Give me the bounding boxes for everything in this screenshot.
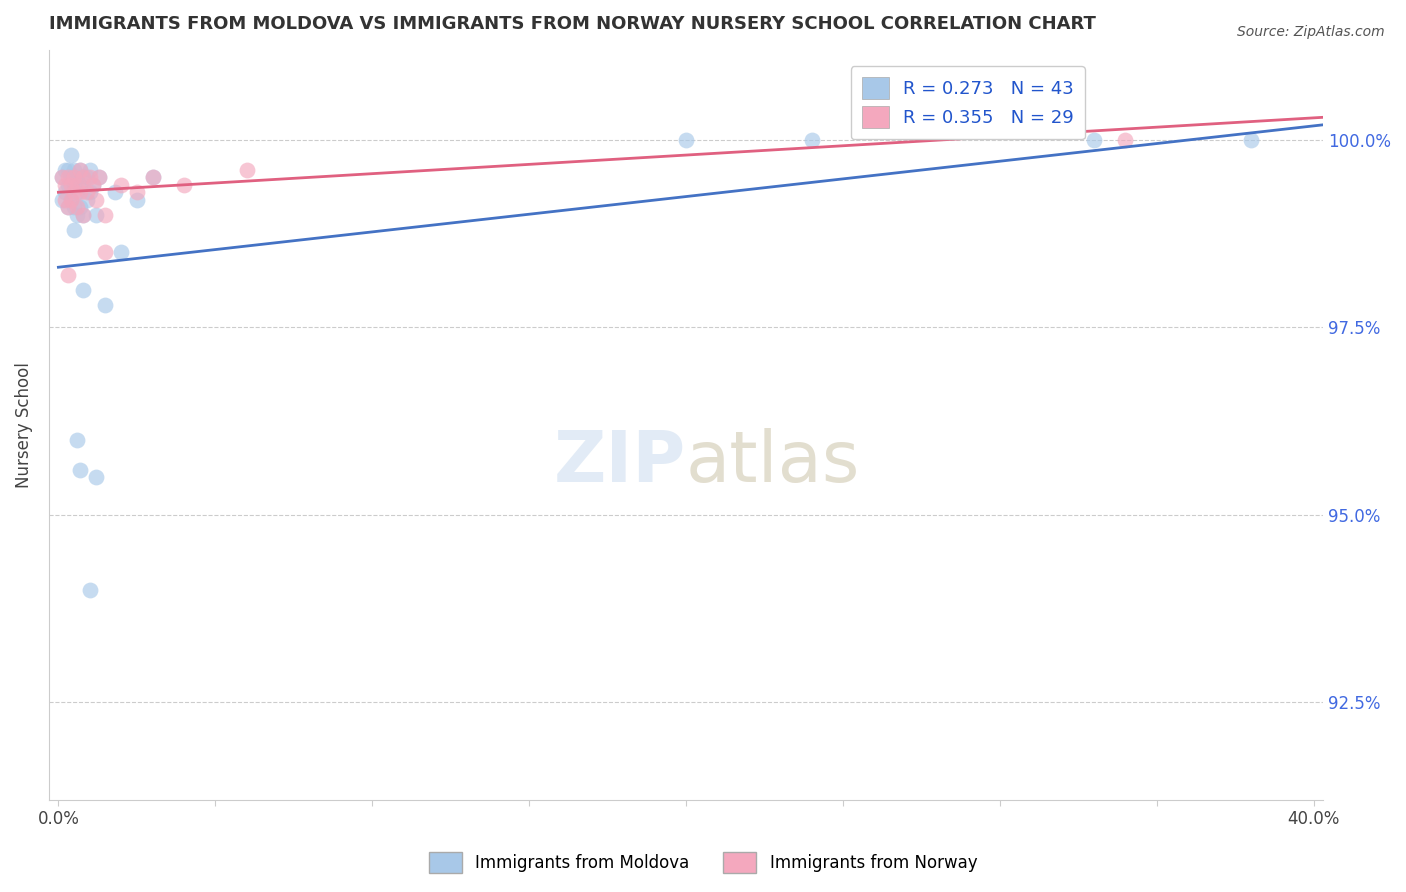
Point — [125, 193, 148, 207]
Point — [56, 200, 79, 214]
Point — [59, 178, 82, 192]
Point — [82, 178, 104, 192]
Point — [82, 178, 104, 192]
Point — [84, 208, 107, 222]
Point — [79, 186, 101, 200]
Text: atlas: atlas — [686, 427, 860, 497]
Legend: R = 0.273   N = 43, R = 0.355   N = 29: R = 0.273 N = 43, R = 0.355 N = 29 — [851, 66, 1085, 139]
Point — [69, 162, 91, 177]
Point — [72, 170, 94, 185]
Legend: Immigrants from Moldova, Immigrants from Norway: Immigrants from Moldova, Immigrants from… — [422, 846, 984, 880]
Point — [56, 200, 79, 214]
Point — [110, 245, 132, 260]
Point — [79, 162, 101, 177]
Point — [76, 186, 98, 200]
Point — [79, 582, 101, 597]
Point — [51, 193, 73, 207]
Point — [66, 178, 89, 192]
Point — [59, 193, 82, 207]
Point — [76, 193, 98, 207]
Y-axis label: Nursery School: Nursery School — [15, 362, 32, 488]
Point — [141, 170, 163, 185]
Point — [56, 162, 79, 177]
Point — [53, 162, 76, 177]
Point — [84, 193, 107, 207]
Point — [53, 178, 76, 192]
Point — [59, 193, 82, 207]
Point — [94, 298, 117, 312]
Point — [63, 178, 86, 192]
Point — [110, 178, 132, 192]
Point — [72, 208, 94, 222]
Point — [1240, 133, 1263, 147]
Point — [72, 170, 94, 185]
Text: IMMIGRANTS FROM MOLDOVA VS IMMIGRANTS FROM NORWAY NURSERY SCHOOL CORRELATION CHA: IMMIGRANTS FROM MOLDOVA VS IMMIGRANTS FR… — [49, 15, 1095, 33]
Point — [125, 186, 148, 200]
Point — [63, 162, 86, 177]
Point — [84, 470, 107, 484]
Point — [800, 133, 823, 147]
Text: Source: ZipAtlas.com: Source: ZipAtlas.com — [1237, 25, 1385, 39]
Point — [89, 170, 111, 185]
Point — [69, 178, 91, 192]
Point — [66, 200, 89, 214]
Point — [53, 193, 76, 207]
Point — [63, 186, 86, 200]
Point — [235, 162, 257, 177]
Point — [59, 148, 82, 162]
Point — [66, 433, 89, 447]
Text: ZIP: ZIP — [554, 427, 686, 497]
Point — [72, 283, 94, 297]
Point — [69, 186, 91, 200]
Point — [94, 208, 117, 222]
Point — [51, 170, 73, 185]
Point — [104, 186, 127, 200]
Point — [675, 133, 697, 147]
Point — [72, 208, 94, 222]
Point — [94, 245, 117, 260]
Point — [79, 170, 101, 185]
Point — [173, 178, 195, 192]
Point — [141, 170, 163, 185]
Point — [53, 186, 76, 200]
Point — [66, 208, 89, 222]
Point — [56, 178, 79, 192]
Point — [69, 463, 91, 477]
Point — [56, 170, 79, 185]
Point — [66, 170, 89, 185]
Point — [59, 170, 82, 185]
Point — [89, 170, 111, 185]
Point — [51, 170, 73, 185]
Point — [63, 200, 86, 214]
Point — [1114, 133, 1136, 147]
Point — [56, 268, 79, 282]
Point — [69, 162, 91, 177]
Point — [69, 200, 91, 214]
Point — [1083, 133, 1105, 147]
Point — [66, 186, 89, 200]
Point — [63, 223, 86, 237]
Point — [63, 170, 86, 185]
Point — [76, 170, 98, 185]
